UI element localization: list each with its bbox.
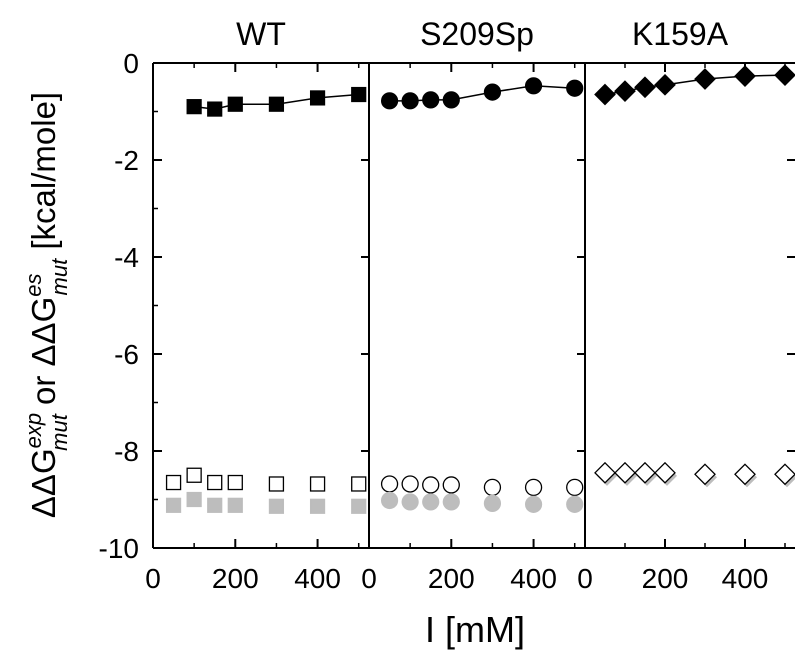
data-point bbox=[309, 498, 326, 514]
data-point bbox=[694, 463, 716, 486]
series-open bbox=[165, 467, 367, 492]
series-filled-black-line bbox=[380, 77, 584, 110]
data-point bbox=[351, 476, 367, 492]
data-point bbox=[186, 99, 202, 115]
x-axis-label: I [mM] bbox=[425, 609, 525, 650]
data-point bbox=[380, 491, 399, 510]
data-point bbox=[186, 467, 202, 483]
x-tick-label: 0 bbox=[145, 563, 161, 594]
x-tick-label: 0 bbox=[361, 563, 377, 594]
data-point bbox=[207, 101, 223, 117]
panels: WT 0 200 400 S209Sp 0 200 400 K159A 0 200 400 bbox=[145, 16, 795, 594]
data-point bbox=[594, 83, 616, 106]
plot-frame: 0 -2 -4 -6 -8 -10 bbox=[99, 48, 795, 564]
data-point bbox=[483, 83, 502, 101]
data-point bbox=[614, 80, 636, 102]
data-point bbox=[351, 86, 367, 103]
data-point bbox=[422, 91, 440, 109]
data-point bbox=[594, 461, 616, 484]
x-tick-label: 200 bbox=[212, 563, 259, 594]
data-point bbox=[694, 68, 716, 90]
series-open bbox=[380, 475, 584, 497]
panel-s209sp: S209Sp 0 200 400 bbox=[361, 16, 584, 594]
y-label-sub: mut bbox=[47, 413, 72, 451]
y-label-unit: [kcal/mole] bbox=[25, 92, 62, 259]
data-point bbox=[165, 474, 182, 491]
y-label-sup: exp bbox=[21, 413, 46, 448]
x-tick-label: 400 bbox=[722, 563, 769, 594]
series-filled-black-line bbox=[186, 86, 367, 117]
data-point bbox=[422, 493, 440, 511]
data-point bbox=[268, 476, 285, 492]
x-tick-label: 0 bbox=[577, 563, 593, 594]
series-filled-black-line bbox=[594, 64, 795, 106]
data-point bbox=[268, 498, 285, 514]
y-tick-label: -6 bbox=[114, 339, 139, 370]
data-point bbox=[442, 476, 460, 494]
data-point bbox=[634, 76, 656, 99]
y-tick-label: -10 bbox=[99, 533, 139, 564]
panel-title: WT bbox=[236, 16, 286, 52]
y-label-sub: mut bbox=[47, 258, 72, 296]
data-point bbox=[566, 79, 584, 97]
y-label-part: or bbox=[25, 366, 62, 414]
data-point bbox=[734, 463, 756, 486]
data-point bbox=[309, 476, 326, 492]
data-point bbox=[734, 65, 756, 87]
data-point bbox=[227, 474, 243, 491]
panel-k159a: K159A 0 200 400 bbox=[577, 16, 795, 594]
data-point bbox=[654, 73, 676, 96]
data-point bbox=[634, 461, 656, 484]
series-open-shadow bbox=[594, 461, 795, 488]
data-point bbox=[186, 491, 202, 508]
data-point bbox=[654, 461, 676, 484]
data-point bbox=[309, 90, 326, 106]
data-point bbox=[380, 475, 399, 493]
y-tick-label: -8 bbox=[114, 436, 139, 467]
data-point bbox=[442, 91, 460, 109]
data-point bbox=[207, 474, 223, 491]
y-tick-label: 0 bbox=[123, 48, 139, 79]
data-point bbox=[483, 478, 502, 497]
data-point bbox=[401, 475, 419, 493]
x-tick-label: 200 bbox=[428, 563, 475, 594]
data-point bbox=[524, 478, 543, 497]
panel-wt: WT 0 200 400 bbox=[145, 16, 367, 594]
panel-title: K159A bbox=[632, 16, 729, 52]
panel-title: S209Sp bbox=[420, 16, 534, 52]
data-point bbox=[614, 461, 636, 484]
data-point bbox=[268, 96, 285, 112]
data-point bbox=[566, 478, 584, 497]
data-point bbox=[566, 495, 584, 513]
data-point bbox=[380, 92, 399, 110]
data-point bbox=[207, 497, 223, 513]
data-point bbox=[351, 498, 367, 514]
data-point bbox=[422, 476, 440, 494]
data-point bbox=[227, 497, 243, 513]
y-axis-label: ΔΔGexpmut or ΔΔGesmut [kcal/mole] bbox=[21, 92, 72, 518]
series-filled-gray bbox=[165, 491, 367, 514]
data-point bbox=[165, 497, 182, 513]
y-axis-label-text: ΔΔGexpmut or ΔΔGesmut [kcal/mole] bbox=[21, 92, 72, 518]
y-label-part: ΔΔG bbox=[25, 448, 62, 518]
data-point bbox=[401, 493, 419, 511]
data-point bbox=[401, 92, 419, 110]
data-point bbox=[483, 494, 502, 512]
data-point bbox=[774, 64, 795, 86]
data-point bbox=[774, 463, 795, 486]
data-point bbox=[442, 493, 460, 511]
x-tick-label: 200 bbox=[642, 563, 689, 594]
y-label-sup: es bbox=[21, 273, 46, 296]
y-tick-label: -2 bbox=[114, 145, 139, 176]
data-point bbox=[524, 495, 543, 513]
y-label-part: ΔΔG bbox=[25, 297, 62, 367]
data-point bbox=[227, 96, 243, 112]
x-tick-label: 400 bbox=[510, 563, 557, 594]
y-tick-label: -4 bbox=[114, 242, 139, 273]
series-filled-gray bbox=[380, 491, 584, 513]
data-point bbox=[524, 77, 543, 95]
x-tick-label: 400 bbox=[294, 563, 341, 594]
